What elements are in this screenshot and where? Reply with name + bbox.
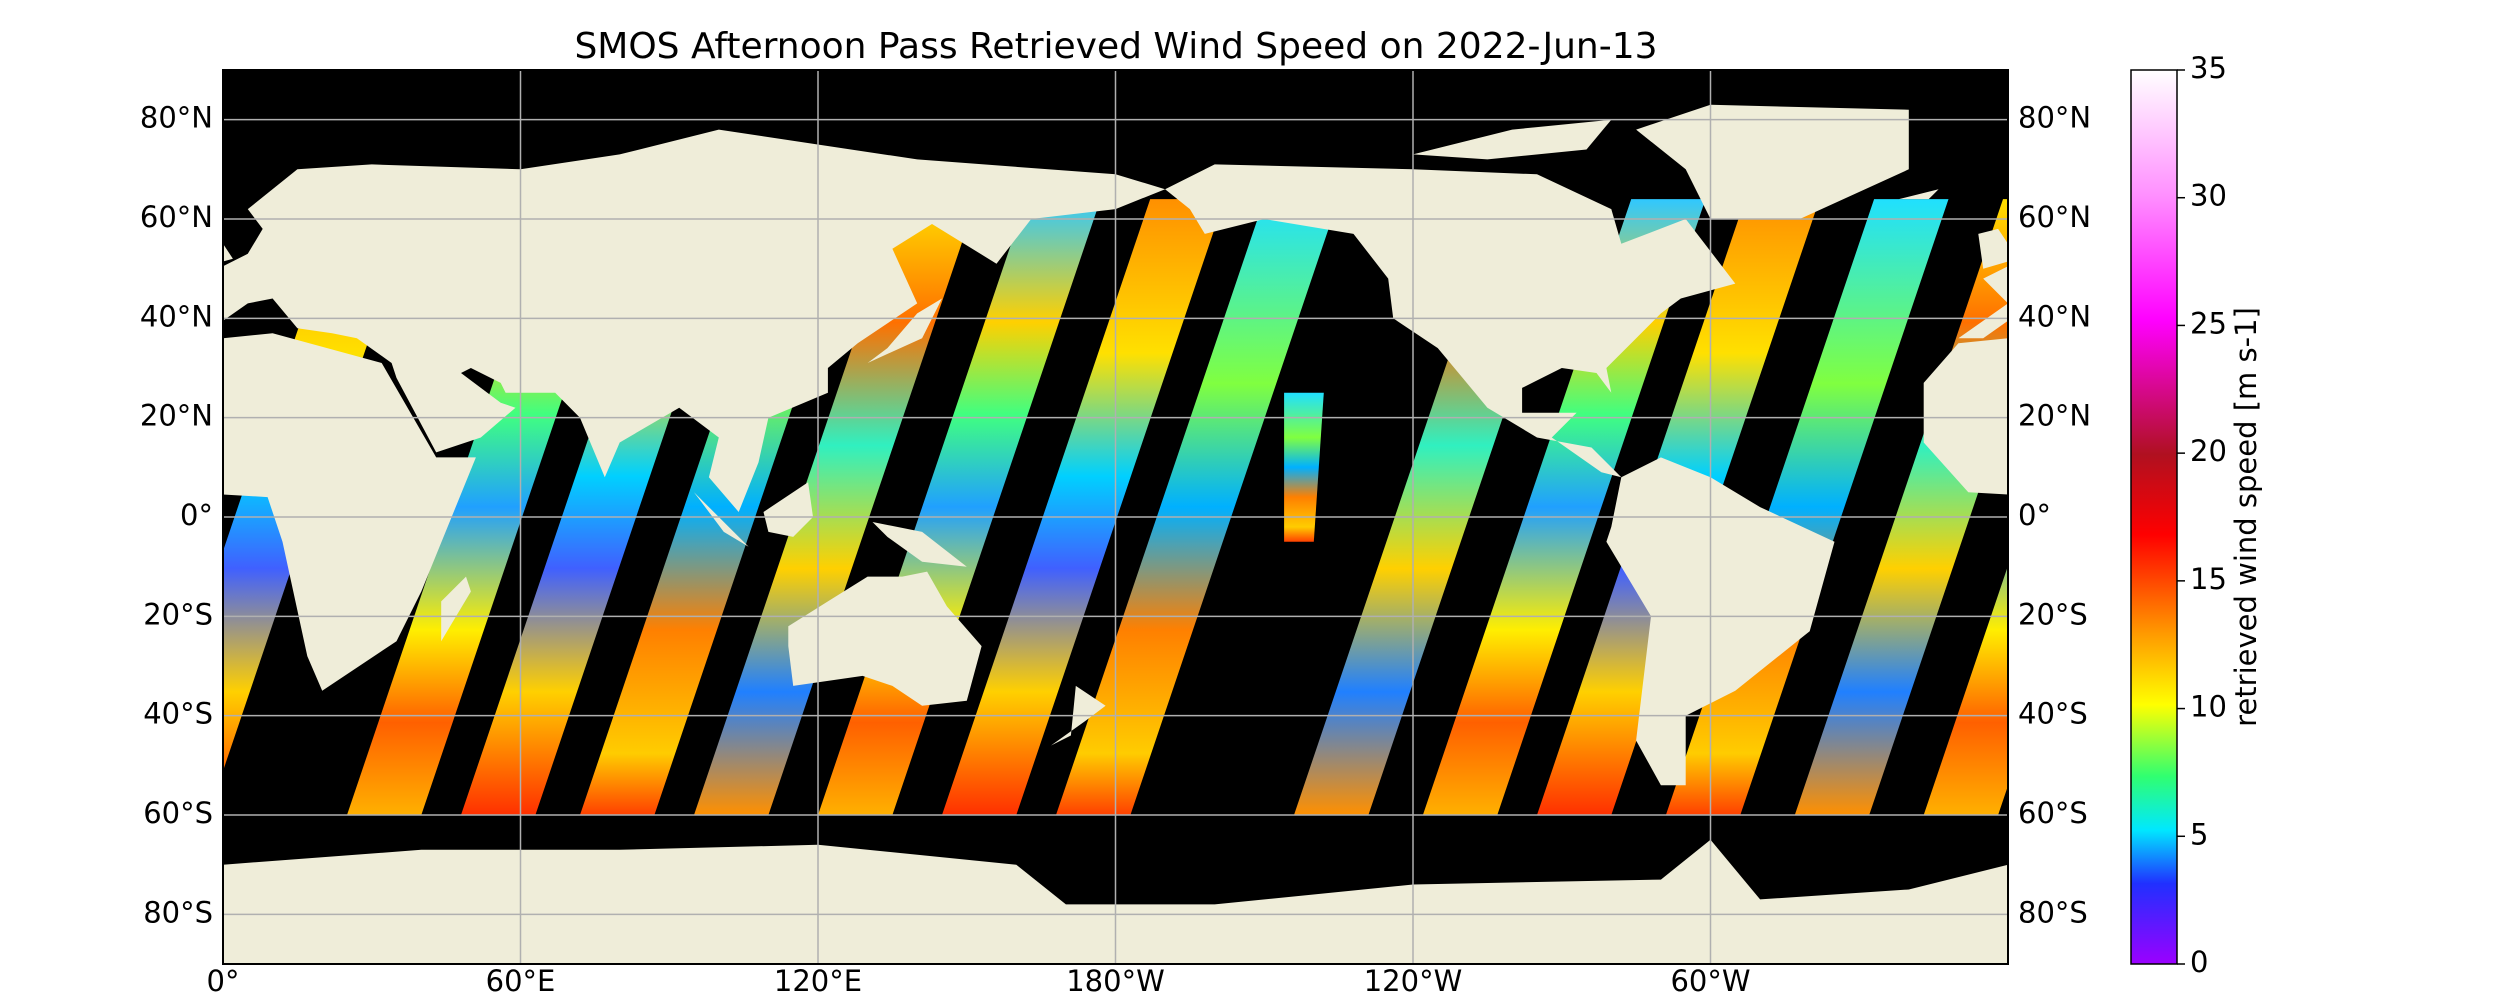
lat-tick-label: 60°S [143,796,213,830]
landmass [0,457,50,785]
lat-tick-label: 60°S [2018,796,2088,830]
colorbar [2130,69,2178,965]
lon-tick-label: 180°W [1066,964,1165,998]
colorbar-tick-label: 10 [2190,690,2227,724]
landmass [1898,189,1939,200]
lon-tick-label: 120°E [774,964,862,998]
colorbar-tick-label: 0 [2190,945,2208,979]
lat-tick-label: 20°S [2018,597,2088,631]
lat-tick-label: 80°S [2018,895,2088,929]
swath [1056,199,1339,816]
lat-tick-label: 40°S [2018,697,2088,731]
colorbar-tick-label: 5 [2190,817,2208,851]
landmass [872,522,967,567]
lon-tick-label: 60°E [486,964,556,998]
swath [1923,565,2008,815]
lat-tick-label: 80°N [140,101,213,135]
landmass [223,839,2008,964]
swath [694,199,977,816]
landmass [223,129,1166,512]
chart-title: SMOS Afternoon Pass Retrieved Wind Speed… [574,26,1657,67]
landmass [2479,492,2500,547]
landmass [1636,104,1909,219]
landmass [1958,266,2008,339]
landmass [223,243,233,262]
lat-tick-label: 40°N [140,299,213,333]
lat-tick-label: 60°N [2018,200,2091,234]
lon-tick-label: 0° [207,964,240,998]
lon-tick-label: 60°W [1670,964,1750,998]
landmass [788,571,982,706]
lat-tick-label: 20°S [143,597,213,631]
lat-tick-label: 40°N [2018,299,2091,333]
lon-tick-label: 120°W [1364,964,1463,998]
lat-tick-label: 0° [180,498,213,532]
lat-tick-label: 80°S [143,895,213,929]
map-frame [222,69,2009,965]
landmass [763,482,813,537]
landmass [1923,338,2008,495]
landmass [1978,228,2008,269]
lat-tick-label: 20°N [140,399,213,433]
colorbar-tick-label: 35 [2190,51,2227,85]
colorbar-tick-label: 20 [2190,434,2227,468]
lat-tick-label: 80°N [2018,101,2091,135]
colorbar-tick-label: 25 [2190,306,2227,340]
landmass [867,298,942,363]
landmass [441,576,471,642]
landmass [1606,457,1835,786]
land [0,104,2500,964]
landmass [1413,119,1612,160]
lat-tick-label: 20°N [2018,399,2091,433]
landmass [694,492,749,547]
lat-tick-label: 0° [2018,498,2051,532]
landmass [0,105,124,219]
lat-tick-label: 40°S [143,697,213,731]
lat-tick-label: 60°N [140,200,213,234]
swath [1422,199,1706,816]
swath [1284,392,1324,542]
colorbar-tick-label: 30 [2190,179,2227,213]
landmass [114,189,154,199]
landmass [223,333,476,691]
landmass [1165,164,1736,478]
colorbar-label: retrieved wind speed [m s-1] [2229,307,2263,727]
swath [942,199,1225,816]
colorbar-tick-label: 15 [2190,562,2227,596]
